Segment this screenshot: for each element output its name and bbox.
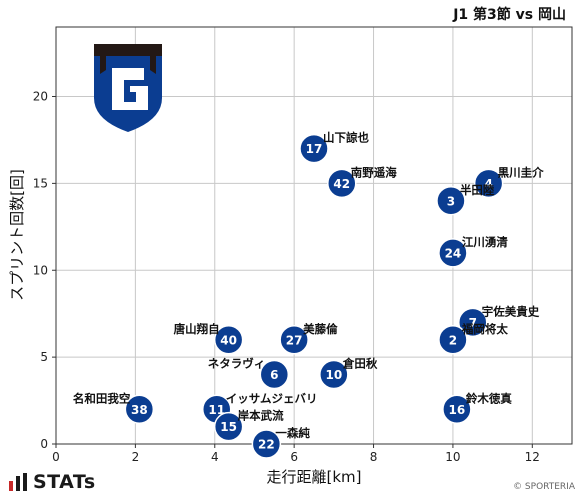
player-marker [327, 168, 357, 199]
player-point: 2 福岡将太 [438, 322, 508, 355]
player-name: 美藤倫 [303, 322, 338, 336]
player-name: 鈴木徳真 [466, 391, 512, 405]
y-tick-label: 15 [33, 176, 48, 190]
player-marker [442, 394, 472, 424]
y-tick-label: 10 [33, 263, 48, 277]
y-tick-label: 0 [40, 437, 48, 451]
player-name: 宇佐美貴史 [482, 304, 540, 318]
x-tick-label: 8 [370, 450, 378, 464]
player-marker [436, 186, 466, 216]
player-number: 11 [208, 403, 225, 417]
player-marker [259, 359, 290, 390]
player-marker [299, 133, 329, 164]
player-marker [438, 325, 468, 355]
player-name: 江川湧清 [462, 235, 508, 249]
player-name: 唐山翔自 [173, 322, 220, 336]
x-tick-label: 4 [211, 450, 219, 464]
player-number: 38 [131, 403, 148, 417]
player-number: 42 [333, 177, 350, 191]
player-name: ネタラヴィ [208, 357, 266, 371]
player-point: 4 黒川圭介 [473, 165, 544, 199]
copyright-credit: © SPORTERIA [513, 482, 575, 492]
player-marker [438, 238, 468, 268]
player-marker [458, 307, 488, 338]
player-number: 7 [469, 316, 477, 330]
player-number: 17 [306, 142, 323, 156]
player-name: 岸本武流 [238, 409, 284, 423]
y-axis-ticks: 0 5 10 15 20 [33, 90, 56, 451]
player-number: 2 [449, 333, 457, 347]
player-name: 一森純 [275, 426, 310, 440]
player-name: 黒川圭介 [498, 165, 544, 179]
bar-chart-logo-icon [9, 473, 27, 491]
stats-brand: STATs [8, 471, 96, 493]
player-marker [279, 325, 309, 355]
player-point: 3 半田陸 [436, 183, 495, 216]
player-points: 17山下諒也42南野遥海4黒川圭介3半田陸24江川湧清7宇佐美貴史2福岡将太40… [73, 131, 544, 459]
player-marker [213, 325, 244, 355]
player-number: 27 [286, 333, 303, 347]
x-tick-label: 0 [52, 450, 60, 464]
player-name: 南野遥海 [351, 165, 397, 179]
player-name: 半田陸 [460, 183, 495, 197]
player-marker [213, 411, 244, 442]
brand-name: STATs [33, 471, 96, 493]
x-axis-label: 走行距離[km] [266, 468, 361, 486]
x-tick-label: 6 [290, 450, 298, 464]
gamba-osaka-crest-icon [94, 44, 162, 132]
player-number: 4 [484, 177, 492, 191]
chart-title: J1 第3節 vs 岡山 [452, 6, 566, 23]
x-tick-label: 12 [525, 450, 540, 464]
player-point: 7 宇佐美貴史 [458, 304, 540, 338]
player-marker [319, 359, 349, 390]
player-marker [124, 394, 155, 424]
y-tick-label: 5 [40, 350, 48, 364]
player-name: 倉田秋 [342, 357, 378, 371]
player-number: 24 [445, 246, 462, 260]
plot-frame [55, 26, 573, 445]
player-name: イッサムジェバリ [226, 391, 318, 405]
team-crest [94, 44, 162, 132]
player-marker [473, 168, 504, 199]
player-number: 3 [447, 194, 455, 208]
player-name: 山下諒也 [323, 131, 369, 145]
y-tick-label: 20 [33, 90, 48, 104]
x-axis-ticks: 0 2 4 6 8 10 12 [52, 444, 540, 464]
y-axis-label: スプリント回数[回] [8, 169, 26, 301]
player-number: 15 [220, 420, 237, 434]
player-point: 6 ネタラヴィ [208, 357, 290, 390]
player-name: 福岡将太 [461, 322, 508, 336]
player-number: 10 [325, 368, 342, 382]
x-tick-label: 10 [445, 450, 460, 464]
player-number: 6 [270, 368, 278, 382]
x-tick-label: 2 [132, 450, 140, 464]
player-name: 名和田我空 [73, 391, 131, 405]
player-number: 16 [449, 403, 466, 417]
player-marker [251, 429, 282, 459]
player-number: 22 [258, 438, 275, 452]
player-number: 40 [220, 333, 237, 347]
